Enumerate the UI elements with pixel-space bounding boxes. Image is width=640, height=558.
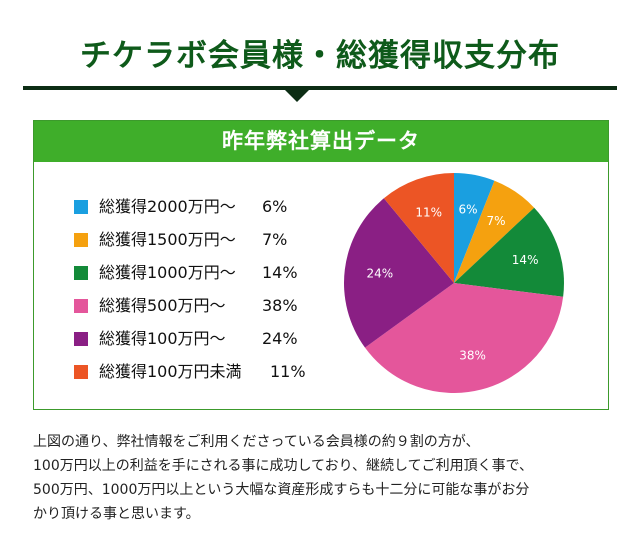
description-line: 500万円、1000万円以上という大幅な資産形成すらも十二分に可能な事がお分 xyxy=(33,482,530,498)
legend-percent: 11% xyxy=(270,362,306,381)
pie-slice xyxy=(383,173,454,283)
pie-slice xyxy=(454,207,564,297)
header: チケラボ会員様・総獲得収支分布 xyxy=(23,16,617,90)
description-line: 上図の通り、弊社情報をご利用くださっている会員様の約９割の方が、 xyxy=(33,434,480,450)
pie-slice xyxy=(454,180,535,283)
description-line: かり頂ける事と思います。 xyxy=(33,506,200,522)
legend-percent: 38% xyxy=(262,296,298,315)
legend-label: 総獲得1500万円〜 xyxy=(99,230,236,249)
legend-label: 総獲得2000万円〜 xyxy=(99,197,236,216)
legend-percent: 14% xyxy=(262,263,298,282)
legend-swatch xyxy=(74,299,88,313)
legend-label: 総獲得1000万円〜 xyxy=(99,263,236,282)
legend-swatch xyxy=(74,266,88,280)
slice-label: 14% xyxy=(512,253,539,267)
legend-label: 総獲得500万円〜 xyxy=(99,296,226,315)
legend-percent: 6% xyxy=(262,197,288,216)
legend-percent: 24% xyxy=(262,329,298,348)
legend-swatch xyxy=(74,365,88,379)
pie-slice xyxy=(454,173,495,283)
pie-slice xyxy=(344,198,454,348)
panel-title: 昨年弊社算出データ xyxy=(34,121,608,162)
page-title: チケラボ会員様・総獲得収支分布 xyxy=(80,38,560,74)
legend-swatch xyxy=(74,200,88,214)
header-arrow xyxy=(281,86,313,102)
slice-label: 38% xyxy=(459,348,486,362)
slice-label: 7% xyxy=(487,214,506,228)
pie-slice xyxy=(365,283,564,393)
chart-panel: 昨年弊社算出データ 総獲得2000万円〜 6% 総獲得1500万円〜 7% 総獲… xyxy=(33,120,609,410)
description-line: 100万円以上の利益を手にされる事に成功しており、継続してご利用頂く事で、 xyxy=(33,458,534,474)
slice-label: 6% xyxy=(458,203,477,217)
slice-label: 24% xyxy=(366,267,393,281)
legend-swatch xyxy=(74,233,88,247)
legend-label: 総獲得100万円〜 xyxy=(99,329,226,348)
legend-label: 総獲得100万円未満 xyxy=(99,362,242,381)
legend-percent: 7% xyxy=(262,230,288,249)
legend-swatch xyxy=(74,332,88,346)
slice-label: 11% xyxy=(415,206,442,220)
description: 上図の通り、弊社情報をご利用くださっている会員様の約９割の方が、 100万円以上… xyxy=(33,430,613,526)
pie-chart: 6% 7% 14% 38% 24% 11% xyxy=(344,173,564,393)
